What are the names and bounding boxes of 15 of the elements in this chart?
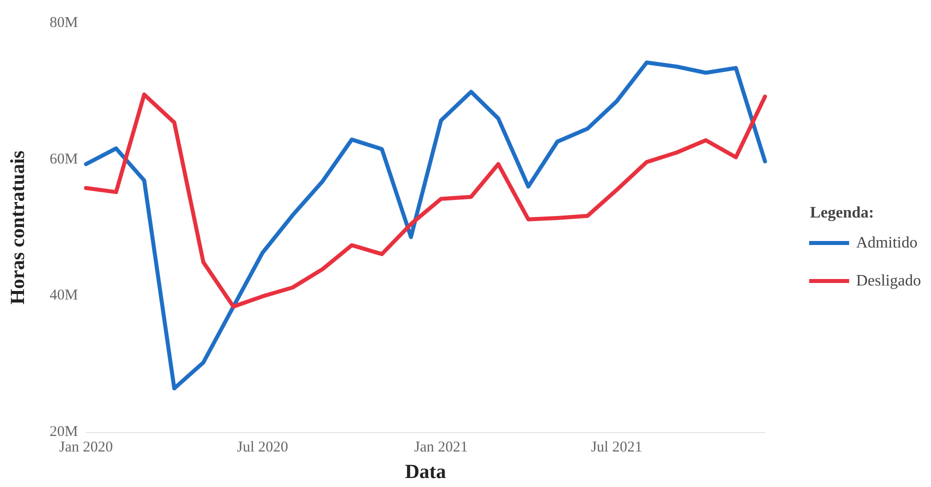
line-series — [84, 92, 767, 309]
legend-label: Desligado — [856, 272, 921, 290]
y-axis-title: Horas contratuais — [7, 150, 29, 304]
legend-title: Legenda: — [810, 204, 874, 222]
y-tick-label: 40M — [50, 288, 78, 304]
x-tick-label: Jan 2020 — [59, 440, 113, 456]
x-tick-label: Jul 2021 — [590, 440, 642, 456]
y-tick-label: 80M — [50, 15, 78, 31]
x-tick-label: Jul 2020 — [236, 440, 288, 456]
legend-label: Admitido — [856, 234, 918, 252]
x-axis-title: Data — [404, 461, 446, 483]
y-tick-label: 60M — [50, 151, 78, 168]
line-series — [84, 60, 767, 390]
y-tick-label: 20M — [50, 424, 78, 440]
x-tick-label: Jan 2021 — [414, 440, 468, 456]
